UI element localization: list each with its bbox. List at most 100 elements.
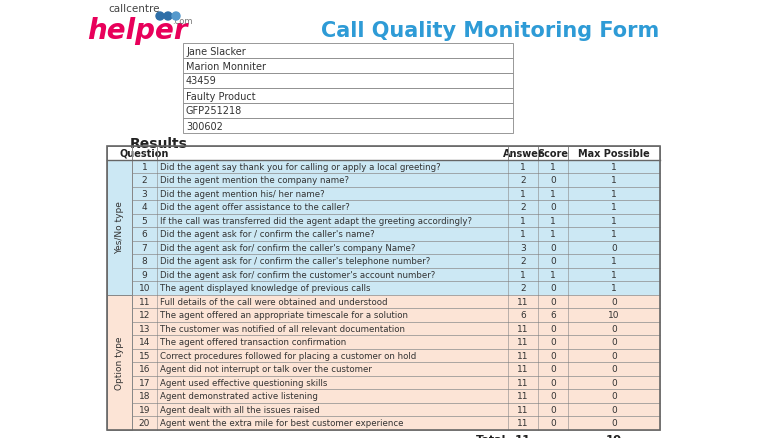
Text: 5: 5 bbox=[141, 216, 147, 225]
Text: 1: 1 bbox=[611, 162, 617, 171]
Text: 16: 16 bbox=[139, 364, 150, 374]
FancyBboxPatch shape bbox=[132, 187, 660, 201]
Text: Answer: Answer bbox=[502, 148, 543, 159]
Text: 0: 0 bbox=[550, 297, 556, 306]
Text: 0: 0 bbox=[611, 418, 617, 427]
Text: 6: 6 bbox=[520, 311, 526, 319]
Text: 11: 11 bbox=[518, 418, 529, 427]
Text: Question: Question bbox=[120, 148, 169, 159]
FancyBboxPatch shape bbox=[132, 376, 660, 389]
Text: Max Possible: Max Possible bbox=[578, 148, 650, 159]
Text: 20: 20 bbox=[139, 418, 150, 427]
Text: Did the agent offer assistance to the caller?: Did the agent offer assistance to the ca… bbox=[160, 203, 350, 212]
Text: Faulty Product: Faulty Product bbox=[186, 91, 255, 101]
Text: 0: 0 bbox=[550, 176, 556, 185]
Text: 1: 1 bbox=[520, 189, 526, 198]
FancyBboxPatch shape bbox=[132, 201, 660, 214]
FancyBboxPatch shape bbox=[107, 160, 132, 295]
Circle shape bbox=[172, 13, 180, 21]
Text: 0: 0 bbox=[611, 324, 617, 333]
Text: 0: 0 bbox=[550, 351, 556, 360]
Text: 3: 3 bbox=[520, 243, 526, 252]
FancyBboxPatch shape bbox=[183, 104, 513, 119]
Text: Results: Results bbox=[130, 137, 188, 151]
Text: 1: 1 bbox=[550, 270, 556, 279]
Text: 10: 10 bbox=[139, 283, 150, 293]
Text: 6: 6 bbox=[141, 230, 147, 239]
FancyBboxPatch shape bbox=[107, 147, 132, 160]
Text: 0: 0 bbox=[550, 364, 556, 374]
Text: 14: 14 bbox=[139, 338, 150, 346]
Circle shape bbox=[156, 13, 164, 21]
Text: Yes/No type: Yes/No type bbox=[115, 201, 124, 254]
Text: 19: 19 bbox=[139, 405, 150, 414]
Text: Full details of the call were obtained and understood: Full details of the call were obtained a… bbox=[160, 297, 388, 306]
Text: 11: 11 bbox=[518, 378, 529, 387]
FancyBboxPatch shape bbox=[183, 119, 513, 134]
Text: 19: 19 bbox=[606, 433, 622, 438]
Text: 1: 1 bbox=[611, 283, 617, 293]
Text: 0: 0 bbox=[550, 392, 556, 400]
FancyBboxPatch shape bbox=[132, 295, 660, 308]
Text: If the call was transferred did the agent adapt the greeting accordingly?: If the call was transferred did the agen… bbox=[160, 216, 472, 225]
Text: 7: 7 bbox=[141, 243, 147, 252]
Text: 1: 1 bbox=[520, 270, 526, 279]
Text: 1: 1 bbox=[611, 257, 617, 265]
Text: 3: 3 bbox=[141, 189, 147, 198]
Text: Did the agent mention the company name?: Did the agent mention the company name? bbox=[160, 176, 349, 185]
FancyBboxPatch shape bbox=[132, 416, 660, 430]
Text: 0: 0 bbox=[611, 351, 617, 360]
Text: 0: 0 bbox=[550, 324, 556, 333]
Text: 0: 0 bbox=[611, 378, 617, 387]
Text: 1: 1 bbox=[611, 230, 617, 239]
Text: 11: 11 bbox=[518, 351, 529, 360]
Text: 0: 0 bbox=[611, 392, 617, 400]
Text: Agent did not interrupt or talk over the customer: Agent did not interrupt or talk over the… bbox=[160, 364, 372, 374]
FancyBboxPatch shape bbox=[132, 254, 660, 268]
Text: 11: 11 bbox=[518, 364, 529, 374]
FancyBboxPatch shape bbox=[183, 89, 513, 104]
Text: The agent offered transaction confirmation: The agent offered transaction confirmati… bbox=[160, 338, 347, 346]
Text: 1: 1 bbox=[520, 230, 526, 239]
FancyBboxPatch shape bbox=[107, 295, 132, 430]
Text: Agent went the extra mile for best customer experience: Agent went the extra mile for best custo… bbox=[160, 418, 404, 427]
Text: 1: 1 bbox=[611, 203, 617, 212]
Text: The agent displayed knowledge of previous calls: The agent displayed knowledge of previou… bbox=[160, 283, 371, 293]
Text: 0: 0 bbox=[550, 378, 556, 387]
Text: Did the agent ask for / confirm the caller's name?: Did the agent ask for / confirm the call… bbox=[160, 230, 375, 239]
FancyBboxPatch shape bbox=[132, 268, 660, 281]
Text: 2: 2 bbox=[141, 176, 147, 185]
FancyBboxPatch shape bbox=[132, 160, 660, 173]
Text: Score: Score bbox=[537, 148, 568, 159]
FancyBboxPatch shape bbox=[132, 335, 660, 349]
Text: 0: 0 bbox=[550, 203, 556, 212]
Text: Did the agent ask for/ confirm the caller's company Name?: Did the agent ask for/ confirm the calle… bbox=[160, 243, 416, 252]
FancyBboxPatch shape bbox=[132, 147, 660, 160]
FancyBboxPatch shape bbox=[132, 403, 660, 416]
FancyBboxPatch shape bbox=[132, 281, 660, 295]
FancyBboxPatch shape bbox=[132, 389, 660, 403]
Text: 300602: 300602 bbox=[186, 121, 223, 131]
Text: Did the agent ask for / confirm the caller's telephone number?: Did the agent ask for / confirm the call… bbox=[160, 257, 430, 265]
Text: 1: 1 bbox=[520, 216, 526, 225]
FancyBboxPatch shape bbox=[183, 74, 513, 89]
Text: Agent dealt with all the issues raised: Agent dealt with all the issues raised bbox=[160, 405, 320, 414]
Text: Agent demonstrated active listening: Agent demonstrated active listening bbox=[160, 392, 318, 400]
Text: Agent used effective questioning skills: Agent used effective questioning skills bbox=[160, 378, 328, 387]
Text: 0: 0 bbox=[550, 418, 556, 427]
Text: Option type: Option type bbox=[115, 336, 124, 389]
Text: 1: 1 bbox=[141, 162, 147, 171]
Text: 0: 0 bbox=[611, 405, 617, 414]
Text: The agent offered an appropriate timescale for a solution: The agent offered an appropriate timesca… bbox=[160, 311, 408, 319]
Text: The customer was notified of all relevant documentation: The customer was notified of all relevan… bbox=[160, 324, 405, 333]
Text: Call Quality Monitoring Form: Call Quality Monitoring Form bbox=[321, 21, 659, 41]
Text: 1: 1 bbox=[550, 216, 556, 225]
FancyBboxPatch shape bbox=[132, 227, 660, 241]
Text: 0: 0 bbox=[550, 405, 556, 414]
Text: helper: helper bbox=[87, 17, 187, 45]
Text: callcentre: callcentre bbox=[108, 4, 160, 14]
Text: Correct procedures followed for placing a customer on hold: Correct procedures followed for placing … bbox=[160, 351, 416, 360]
FancyBboxPatch shape bbox=[183, 44, 513, 59]
Text: 2: 2 bbox=[520, 283, 526, 293]
FancyBboxPatch shape bbox=[132, 349, 660, 362]
